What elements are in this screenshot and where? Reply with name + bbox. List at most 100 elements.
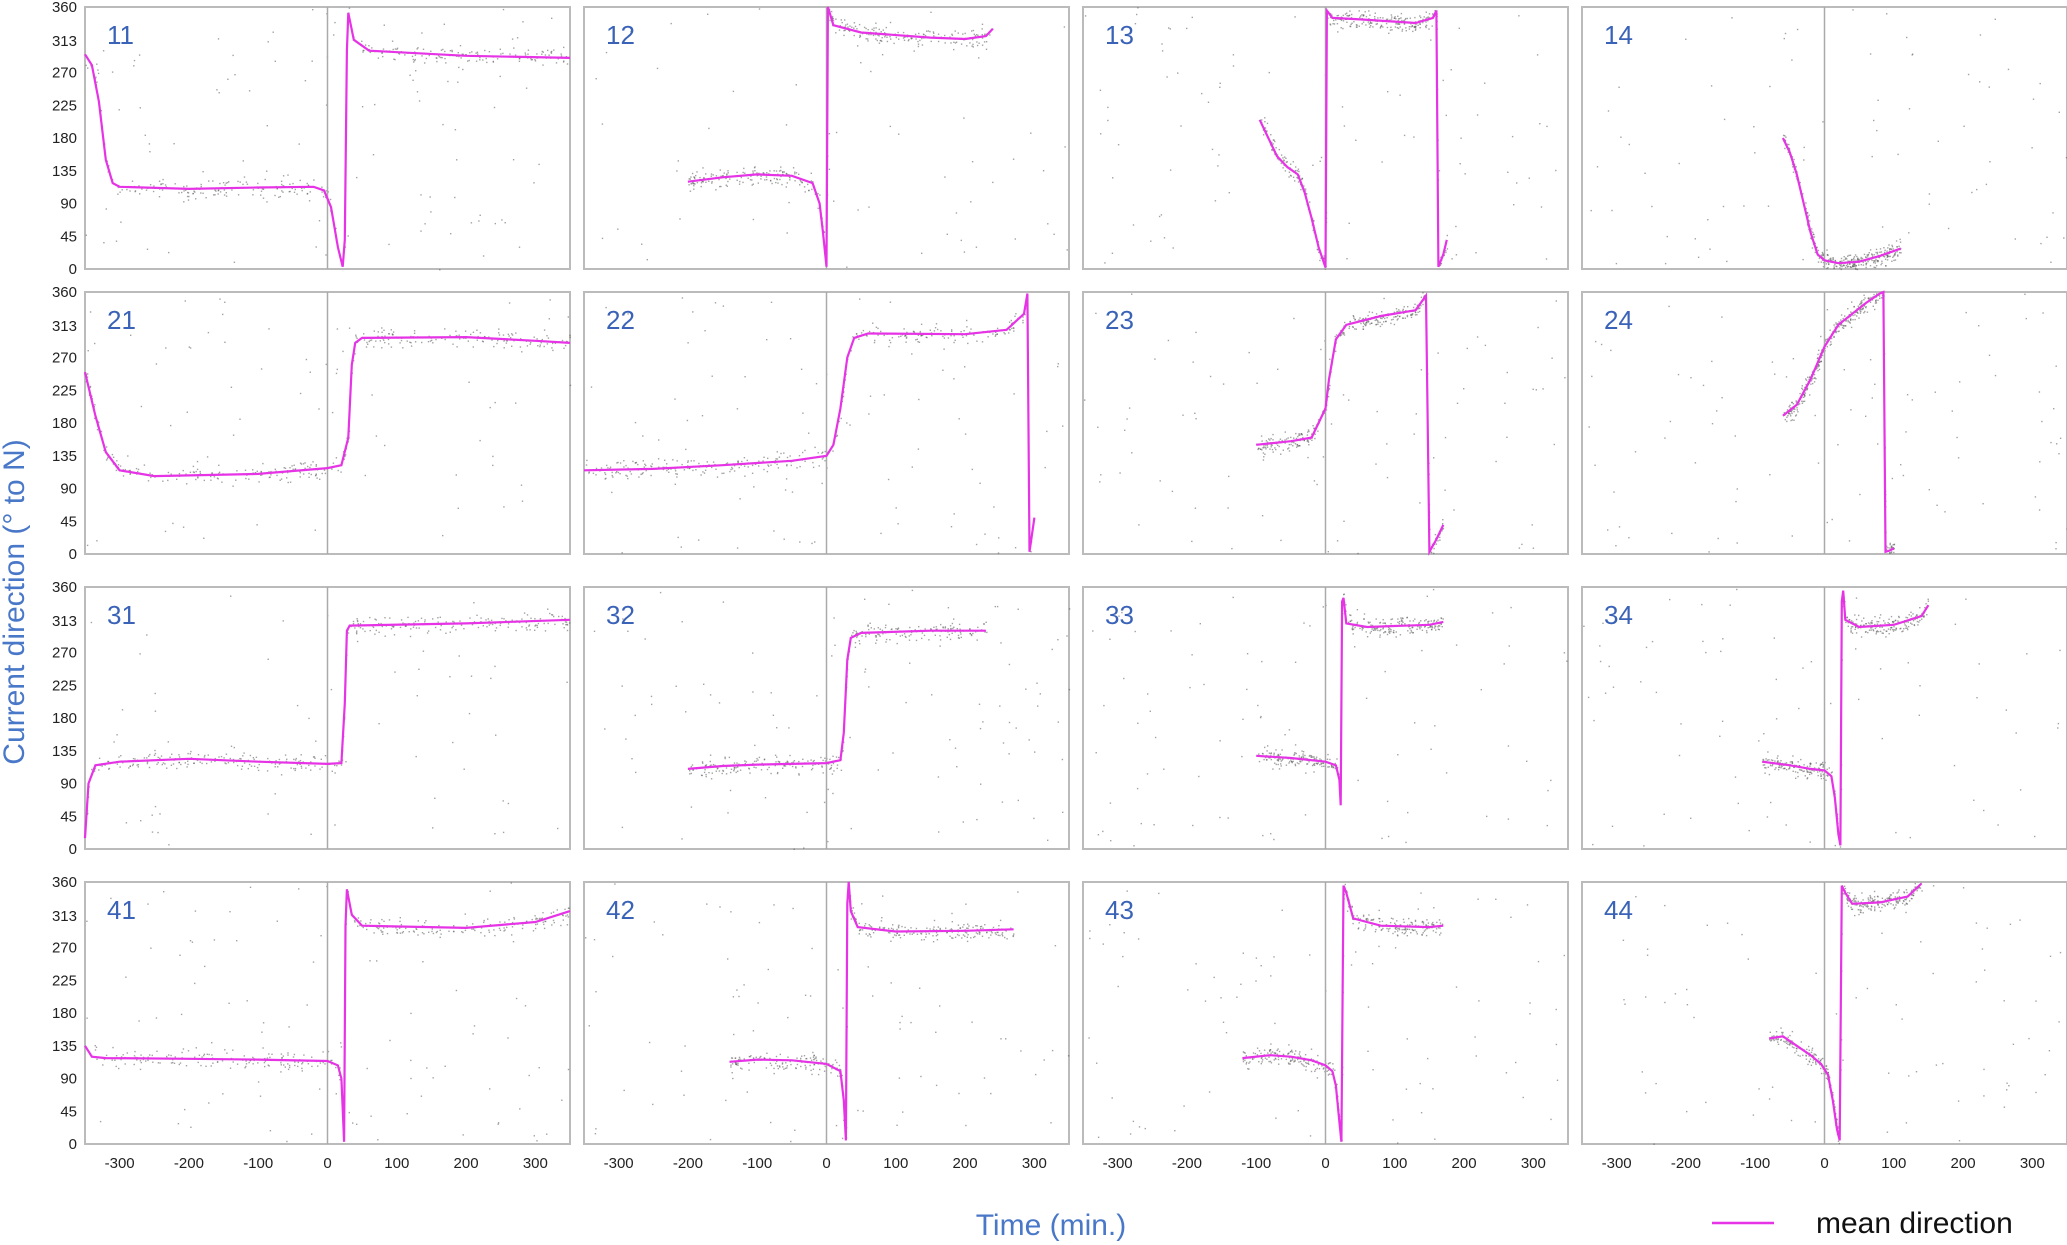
scatter-point — [197, 476, 199, 478]
scatter-point — [859, 643, 861, 645]
scatter-point — [1011, 327, 1013, 330]
scatter-point — [886, 40, 889, 43]
scatter-point — [1336, 758, 1338, 760]
scatter-point — [687, 460, 689, 462]
scatter-point — [320, 935, 322, 937]
scatter-point — [311, 60, 313, 62]
scatter-point — [432, 827, 434, 829]
scatter-point — [1325, 409, 1328, 411]
scatter-point — [803, 186, 806, 188]
scatter-point — [1121, 611, 1123, 614]
scatter-point — [980, 925, 983, 928]
scatter-point — [1194, 507, 1197, 509]
scatter-point — [1379, 630, 1381, 632]
scatter-point — [617, 461, 619, 464]
scatter-point — [1275, 1058, 1277, 1060]
scatter-point — [392, 48, 394, 51]
scatter-point — [1306, 193, 1308, 195]
scatter-point — [1475, 1055, 1477, 1057]
scatter-point — [1327, 396, 1330, 398]
scatter-point — [1327, 1069, 1330, 1071]
scatter-point — [853, 629, 855, 632]
scatter-point — [1513, 204, 1515, 206]
scatter-point — [868, 330, 871, 333]
scatter-point — [711, 182, 713, 184]
scatter-point — [1444, 489, 1446, 491]
scatter-point — [873, 29, 875, 32]
scatter-point — [907, 40, 910, 42]
scatter-point — [1359, 918, 1361, 920]
scatter-point — [247, 767, 249, 770]
scatter-point — [304, 467, 306, 469]
scatter-point — [864, 668, 867, 670]
scatter-point — [452, 343, 454, 345]
scatter-point — [1362, 627, 1364, 630]
scatter-point — [1355, 328, 1357, 330]
scatter-point — [936, 628, 938, 630]
scatter-point — [971, 161, 974, 163]
scatter-point — [246, 183, 249, 185]
scatter-point — [1381, 311, 1383, 313]
scatter-point — [976, 44, 979, 47]
scatter-point — [1286, 161, 1288, 163]
scatter-point — [1013, 393, 1015, 395]
scatter-point — [101, 765, 103, 767]
scatter-point — [1383, 321, 1385, 323]
scatter-point — [432, 618, 434, 620]
scatter-point — [534, 60, 537, 62]
scatter-point — [300, 463, 303, 465]
scatter-point — [282, 185, 284, 187]
scatter-point — [381, 331, 383, 333]
scatter-point — [710, 778, 713, 780]
scatter-point — [1014, 238, 1016, 240]
scatter-point — [765, 1067, 768, 1069]
scatter-point — [189, 347, 192, 349]
scatter-point — [164, 184, 167, 186]
scatter-point — [183, 185, 185, 188]
scatter-point — [1350, 23, 1352, 26]
scatter-point — [437, 617, 439, 619]
scatter-point — [1278, 1063, 1280, 1065]
scatter-point — [867, 625, 869, 627]
scatter-point — [306, 193, 308, 195]
scatter-point — [974, 935, 976, 938]
scatter-point — [1008, 663, 1011, 666]
scatter-point — [567, 916, 569, 918]
scatter-point — [950, 526, 953, 528]
scatter-point — [734, 1062, 737, 1064]
scatter-point — [159, 1062, 161, 1064]
scatter-point — [116, 460, 118, 462]
scatter-point — [1414, 16, 1416, 19]
scatter-point — [1453, 509, 1455, 511]
scatter-point — [488, 931, 491, 933]
scatter-point — [1295, 752, 1297, 755]
scatter-point — [776, 178, 779, 181]
scatter-point — [1050, 1122, 1052, 1124]
scatter-point — [1414, 920, 1417, 923]
scatter-point — [232, 434, 235, 436]
scatter-point — [249, 754, 252, 757]
scatter-point — [917, 341, 919, 343]
scatter-point — [1246, 688, 1248, 691]
scatter-point — [881, 37, 883, 39]
scatter-point — [774, 764, 776, 767]
scatter-point — [777, 182, 779, 184]
scatter-point — [218, 464, 220, 466]
scatter-point — [1219, 86, 1221, 88]
scatter-point — [903, 934, 905, 936]
scatter-point — [839, 1068, 841, 1071]
scatter-point — [381, 347, 383, 349]
scatter-point — [96, 63, 98, 65]
mean-direction-line — [83, 618, 571, 839]
scatter-point — [239, 181, 241, 183]
scatter-point — [753, 486, 755, 488]
scatter-point — [268, 471, 270, 473]
scatter-point — [316, 477, 318, 479]
scatter-point — [1507, 818, 1510, 820]
scatter-point — [1403, 933, 1405, 935]
scatter-point — [783, 764, 785, 767]
scatter-point — [630, 473, 633, 475]
scatter-point — [731, 1057, 734, 1059]
scatter-point — [962, 926, 964, 928]
scatter-point — [601, 237, 604, 240]
